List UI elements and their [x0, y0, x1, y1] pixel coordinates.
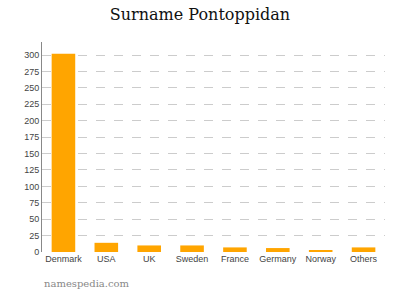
svg-text:50: 50 [29, 214, 39, 224]
svg-text:225: 225 [24, 99, 39, 109]
svg-text:200: 200 [24, 116, 39, 126]
svg-text:300: 300 [24, 50, 39, 60]
svg-text:175: 175 [24, 132, 39, 142]
svg-text:namespedia.com: namespedia.com [44, 278, 130, 289]
svg-text:Germany: Germany [259, 254, 297, 264]
svg-text:275: 275 [24, 67, 39, 77]
svg-text:100: 100 [24, 182, 39, 192]
svg-text:0: 0 [34, 247, 39, 257]
svg-text:Others: Others [350, 254, 378, 264]
svg-text:France: France [221, 254, 249, 264]
svg-text:125: 125 [24, 165, 39, 175]
svg-text:25: 25 [29, 231, 39, 241]
svg-text:250: 250 [24, 83, 39, 93]
svg-text:UK: UK [143, 254, 156, 264]
svg-text:Norway: Norway [305, 254, 336, 264]
svg-text:USA: USA [97, 254, 116, 264]
svg-text:Surname Pontoppidan: Surname Pontoppidan [110, 5, 290, 24]
svg-text:Sweden: Sweden [176, 254, 209, 264]
svg-text:150: 150 [24, 149, 39, 159]
svg-text:Denmark: Denmark [45, 254, 82, 264]
svg-text:75: 75 [29, 198, 39, 208]
